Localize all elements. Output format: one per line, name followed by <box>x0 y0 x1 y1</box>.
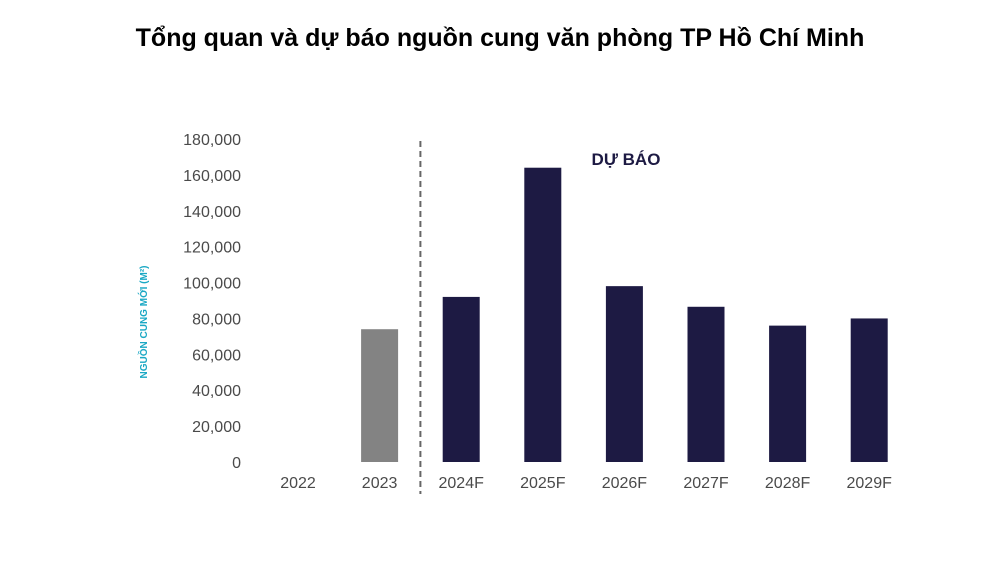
y-tick-label: 180,000 <box>183 132 241 149</box>
x-category-label: 2027F <box>683 475 729 492</box>
y-tick-label: 80,000 <box>192 311 241 328</box>
bars <box>361 167 888 462</box>
x-category-label: 2022 <box>280 475 316 492</box>
y-tick-label: 60,000 <box>192 347 241 364</box>
bar-2027f <box>687 306 725 462</box>
y-tick-label: 20,000 <box>192 419 241 436</box>
x-category-label: 2029F <box>847 475 893 492</box>
x-axis-categories: 2022 2023 2024F 2025F 2026F 2027F 2028F 2029F <box>280 475 892 492</box>
bar-2023 <box>361 329 399 462</box>
y-tick-label: 120,000 <box>183 240 241 257</box>
x-category-label: 2025F <box>520 475 566 492</box>
bar-2028f <box>769 325 807 462</box>
y-tick-label: 100,000 <box>183 276 241 293</box>
x-category-label: 2024F <box>439 475 485 492</box>
y-tick-label: 40,000 <box>192 383 241 400</box>
x-category-label: 2028F <box>765 475 811 492</box>
y-axis-ticks: 0 20,000 40,000 60,000 80,000 100,000 120,000 1… <box>183 132 241 472</box>
y-tick-label: 160,000 <box>183 168 241 185</box>
y-tick-label: 0 <box>232 455 241 472</box>
x-category-label: 2026F <box>602 475 648 492</box>
x-category-label: 2023 <box>362 475 398 492</box>
bar-2029f <box>850 318 888 462</box>
y-axis-label: NGUỒN CUNG MỚI (M²) <box>137 266 150 379</box>
chart-title: Tổng quan và dự báo nguồn cung văn phòng… <box>135 24 865 52</box>
forecast-annotation: DỰ BÁO <box>592 150 661 169</box>
bar-2025f <box>524 167 562 462</box>
bar-2024f <box>442 296 480 462</box>
bar-2026f <box>605 286 643 462</box>
y-tick-label: 140,000 <box>183 204 241 221</box>
